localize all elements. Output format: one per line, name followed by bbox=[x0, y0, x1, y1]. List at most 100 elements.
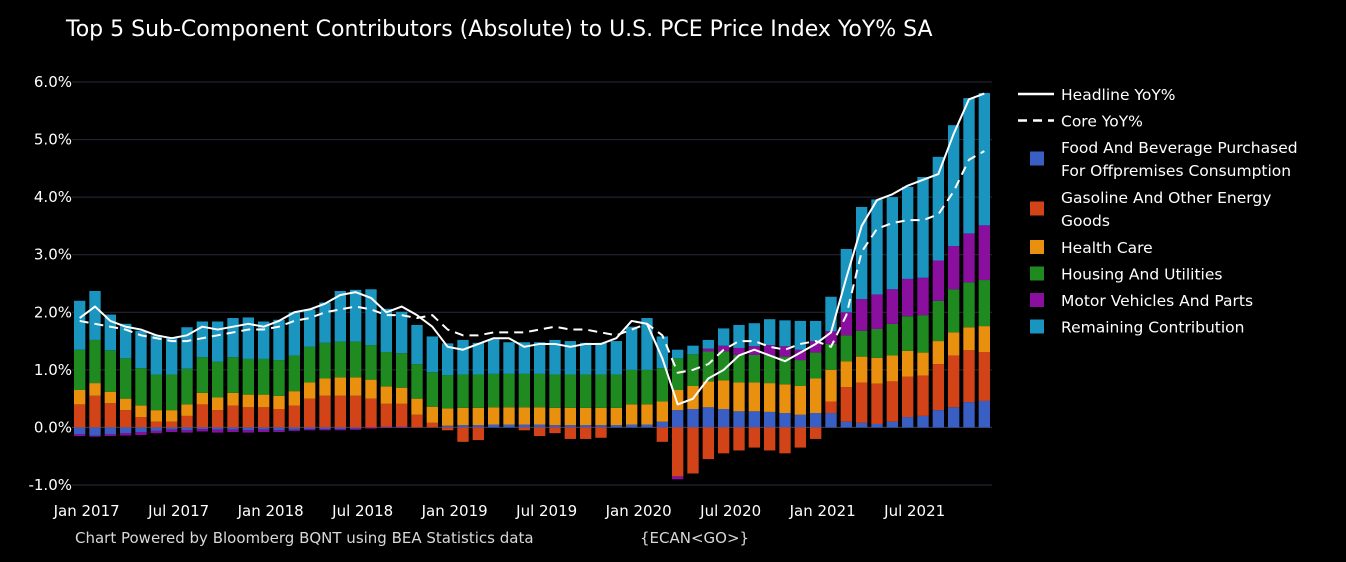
bar-segment bbox=[119, 398, 132, 411]
bar-segment bbox=[809, 427, 822, 439]
bar-segment bbox=[242, 430, 255, 433]
bar-segment bbox=[211, 429, 224, 433]
bar-segment bbox=[687, 427, 699, 474]
bar-segment bbox=[518, 342, 531, 374]
bar-segment bbox=[119, 358, 132, 399]
bar-segment bbox=[380, 386, 393, 404]
bar-segment bbox=[150, 335, 163, 375]
bar-segment bbox=[809, 352, 822, 379]
bar-segment bbox=[871, 423, 883, 428]
bar-segment bbox=[763, 383, 776, 412]
bar-segment bbox=[426, 372, 439, 407]
bar-segment bbox=[227, 405, 239, 428]
bar-segment bbox=[349, 427, 362, 429]
bar-segment bbox=[978, 400, 991, 428]
bar-segment bbox=[135, 417, 147, 428]
bar-segment bbox=[533, 427, 546, 437]
bar-segment bbox=[702, 407, 715, 428]
bar-segment bbox=[717, 380, 730, 410]
bar-segment bbox=[411, 324, 423, 365]
bar-segment bbox=[135, 432, 147, 435]
bar-segment bbox=[472, 342, 485, 375]
bar-segment bbox=[763, 427, 776, 451]
bar-segment bbox=[717, 328, 730, 346]
bar-segment bbox=[840, 312, 853, 336]
bar-segment bbox=[181, 427, 193, 431]
core-yoy-line bbox=[79, 150, 985, 374]
legend-label: Health Care bbox=[1061, 239, 1153, 257]
bar-segment bbox=[365, 379, 377, 399]
bar-segment bbox=[579, 374, 592, 408]
bar-segment bbox=[717, 345, 730, 352]
legend-label: Remaining Contribution bbox=[1061, 319, 1244, 337]
bar-segment bbox=[794, 427, 807, 448]
bar-segment bbox=[135, 368, 147, 406]
bar-segment bbox=[395, 426, 408, 428]
bar-segment bbox=[610, 341, 623, 375]
bar-segment bbox=[702, 348, 715, 352]
bar-segment bbox=[794, 349, 807, 361]
bar-segment bbox=[503, 342, 515, 374]
bar-segment bbox=[319, 378, 331, 396]
bar-segment bbox=[273, 409, 285, 428]
bar-segment bbox=[809, 413, 822, 428]
bar-segment bbox=[917, 375, 929, 416]
bar-segment bbox=[426, 336, 439, 373]
bar-segment bbox=[288, 391, 301, 406]
bar-segment bbox=[380, 426, 393, 428]
bar-segment bbox=[564, 427, 577, 439]
bar-segment bbox=[825, 343, 837, 370]
bar-segment bbox=[763, 345, 776, 356]
bar-segment bbox=[288, 405, 301, 428]
bar-segment bbox=[809, 378, 822, 414]
bar-segment bbox=[73, 300, 86, 350]
bar-segment bbox=[901, 350, 914, 377]
legend-label: Headline YoY% bbox=[1061, 86, 1176, 104]
bar-segment bbox=[533, 407, 546, 425]
bar-segment bbox=[825, 296, 837, 332]
bar-segment bbox=[656, 368, 669, 402]
x-tick-label: Jan 2019 bbox=[421, 502, 488, 520]
bar-segment bbox=[395, 427, 408, 429]
bar-segment bbox=[441, 408, 454, 426]
bar-segment bbox=[135, 427, 147, 433]
bar-segment bbox=[349, 341, 362, 378]
bar-segment bbox=[181, 430, 193, 433]
bar-segment bbox=[947, 407, 960, 428]
bar-segment bbox=[457, 425, 469, 428]
bar-segment bbox=[319, 302, 331, 343]
bar-segment bbox=[518, 373, 531, 408]
bar-segment bbox=[380, 352, 393, 387]
bar-segment bbox=[809, 341, 822, 353]
bar-segment bbox=[610, 425, 623, 428]
bar-segment bbox=[825, 413, 837, 428]
bar-segment bbox=[901, 186, 914, 279]
bar-segment bbox=[549, 407, 561, 426]
bar-segment bbox=[487, 424, 500, 428]
bar-segment bbox=[947, 289, 960, 333]
bar-segment bbox=[211, 361, 224, 398]
bar-segment bbox=[380, 308, 393, 353]
bar-segment bbox=[135, 330, 147, 369]
x-tick-label: Jan 2021 bbox=[789, 502, 856, 520]
bar-segment bbox=[395, 387, 408, 404]
bar-segment bbox=[687, 409, 699, 428]
bar-segment bbox=[932, 156, 945, 261]
bar-segment bbox=[855, 330, 868, 357]
x-tick-label: Jul 2020 bbox=[699, 502, 761, 520]
headline-yoy-line bbox=[79, 92, 985, 406]
bar-segment bbox=[671, 358, 684, 391]
bar-segment bbox=[457, 427, 469, 442]
bar-segment bbox=[196, 392, 209, 405]
bar-segment bbox=[257, 407, 270, 428]
bar-segment bbox=[503, 424, 515, 428]
bar-segment bbox=[625, 404, 638, 425]
bar-segment bbox=[89, 339, 101, 384]
bar-segment bbox=[564, 407, 577, 426]
bar-segment bbox=[89, 435, 101, 437]
legend-label: For Offpremises Consumption bbox=[1061, 162, 1291, 180]
bar-segment bbox=[886, 197, 899, 290]
bar-segment bbox=[978, 326, 991, 353]
bar-segment bbox=[365, 427, 377, 429]
